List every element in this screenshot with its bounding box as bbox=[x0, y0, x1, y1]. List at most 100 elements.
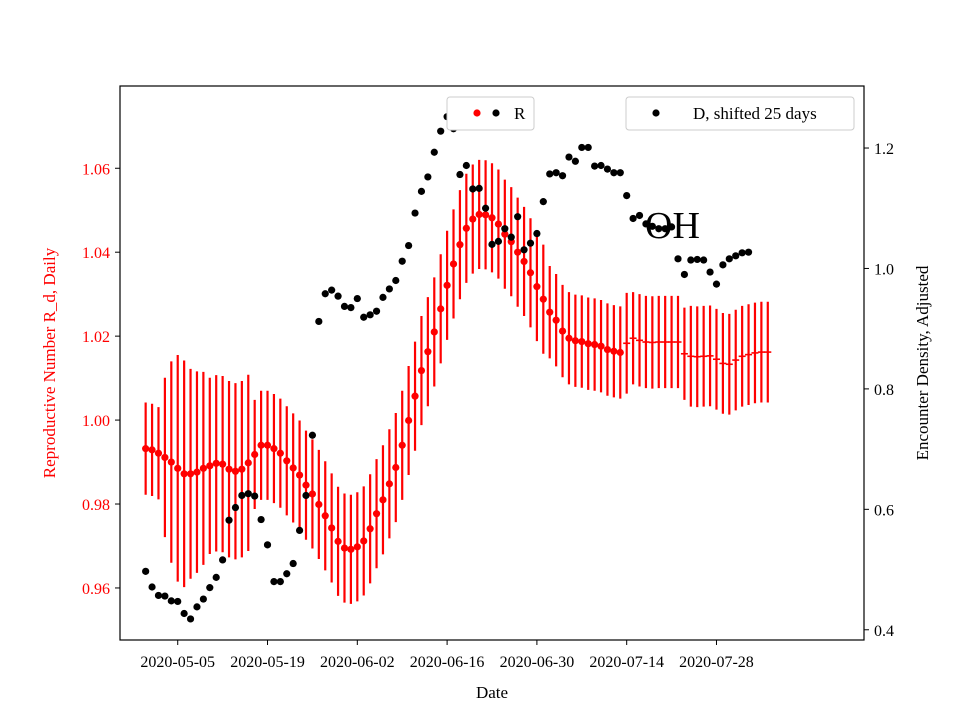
r-point bbox=[244, 459, 252, 467]
d-point bbox=[199, 595, 207, 603]
r-point bbox=[295, 471, 304, 479]
r-point bbox=[328, 524, 336, 532]
r-point bbox=[186, 470, 195, 478]
r-point bbox=[494, 220, 503, 228]
legend-r-marker bbox=[473, 109, 481, 117]
y-right-tick-label: 1.0 bbox=[874, 261, 894, 278]
r-point bbox=[251, 450, 259, 459]
legend-d-frame bbox=[625, 96, 855, 131]
d-point bbox=[417, 187, 426, 195]
y-left-axis-label: Reproductive Number R_d, Daily bbox=[40, 247, 59, 478]
d-point bbox=[283, 570, 291, 578]
legend-r: R bbox=[446, 96, 535, 131]
r-point bbox=[302, 481, 310, 489]
d-point bbox=[379, 293, 387, 301]
r-point bbox=[276, 449, 284, 457]
r-point bbox=[481, 211, 490, 219]
d-point bbox=[732, 252, 740, 260]
r-point bbox=[501, 230, 509, 238]
d-point bbox=[308, 431, 317, 439]
d-point bbox=[655, 225, 663, 233]
d-point bbox=[603, 165, 612, 173]
d-point bbox=[321, 290, 329, 298]
r-point bbox=[142, 445, 150, 453]
y-right-tick-label: 0.4 bbox=[874, 623, 894, 640]
d-point bbox=[501, 225, 509, 233]
d-point bbox=[161, 592, 169, 600]
r-point bbox=[552, 316, 560, 324]
d-point bbox=[706, 268, 714, 276]
d-point bbox=[597, 161, 605, 170]
d-point bbox=[244, 490, 252, 498]
legend-d: D, shifted 25 days bbox=[625, 96, 855, 131]
d-point bbox=[738, 249, 746, 257]
r-point bbox=[334, 537, 342, 545]
r-point bbox=[475, 210, 483, 219]
r-point bbox=[315, 500, 323, 509]
r-point bbox=[360, 537, 368, 545]
d-point bbox=[328, 286, 336, 294]
d-point bbox=[591, 162, 599, 170]
d-point bbox=[462, 161, 470, 170]
r-point bbox=[238, 465, 246, 473]
r-point bbox=[430, 328, 438, 336]
r-point bbox=[353, 543, 361, 551]
d-point bbox=[372, 307, 381, 315]
r-point bbox=[591, 340, 599, 349]
x-tick-label: 2020-07-28 bbox=[679, 654, 754, 671]
d-point bbox=[411, 209, 419, 217]
d-point bbox=[514, 213, 522, 221]
r-point bbox=[546, 308, 554, 316]
d-point bbox=[340, 302, 349, 310]
d-point bbox=[424, 173, 432, 181]
d-point bbox=[186, 615, 195, 623]
r-flat-segments bbox=[623, 337, 772, 366]
d-point bbox=[193, 603, 201, 611]
d-point bbox=[302, 491, 310, 500]
legend-d-marker-overflow bbox=[492, 109, 500, 117]
d-point bbox=[481, 204, 490, 212]
r-point bbox=[212, 459, 220, 467]
r-point bbox=[321, 512, 329, 520]
d-point bbox=[623, 191, 631, 200]
d-point bbox=[712, 280, 721, 288]
r-point bbox=[161, 453, 169, 462]
x-tick-label: 2020-06-30 bbox=[500, 654, 575, 671]
d-point bbox=[456, 170, 464, 179]
d-point bbox=[520, 246, 528, 254]
r-point bbox=[469, 215, 477, 223]
d-point bbox=[360, 313, 368, 321]
d-point bbox=[238, 491, 246, 500]
y-left-axis-ticks: 0.96 0.98 1.00 1.02 1.04 1.06 bbox=[82, 161, 120, 598]
r-point bbox=[385, 480, 393, 488]
d-point bbox=[539, 198, 547, 206]
r-point bbox=[616, 348, 624, 357]
d-point bbox=[533, 229, 541, 238]
y-right-tick-label: 1.2 bbox=[874, 141, 894, 158]
x-axis-label: Date bbox=[476, 683, 508, 702]
r-point bbox=[392, 463, 400, 472]
d-series bbox=[142, 113, 753, 623]
d-point bbox=[700, 256, 708, 264]
r-point bbox=[610, 347, 618, 355]
x-tick-label: 2020-05-05 bbox=[140, 654, 215, 671]
d-point bbox=[366, 311, 374, 319]
r-point bbox=[565, 334, 573, 342]
d-point bbox=[565, 153, 573, 161]
d-point bbox=[635, 211, 644, 220]
r-point bbox=[526, 269, 535, 277]
d-point bbox=[578, 143, 586, 152]
d-point bbox=[430, 148, 438, 156]
d-point bbox=[405, 241, 413, 250]
r-point bbox=[347, 545, 355, 553]
r-point bbox=[424, 348, 432, 356]
r-point bbox=[283, 457, 291, 465]
r-point bbox=[597, 342, 605, 350]
d-point bbox=[475, 184, 483, 192]
d-point bbox=[719, 261, 727, 269]
x-axis-ticks: 2020-05-05 2020-05-19 2020-06-02 2020-06-16… bbox=[140, 640, 754, 671]
r-point bbox=[372, 510, 381, 518]
d-point bbox=[674, 255, 682, 263]
d-point bbox=[546, 170, 554, 178]
d-point bbox=[315, 317, 323, 326]
